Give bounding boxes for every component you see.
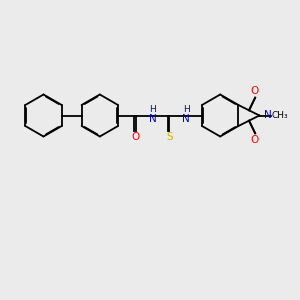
Text: N: N	[182, 114, 190, 124]
Text: N: N	[149, 114, 157, 124]
Text: N: N	[264, 110, 272, 121]
Text: H: H	[149, 105, 156, 114]
Text: O: O	[251, 85, 259, 96]
Text: H: H	[183, 105, 190, 114]
Text: O: O	[251, 135, 259, 146]
Text: CH₃: CH₃	[272, 111, 289, 120]
Text: O: O	[132, 132, 140, 142]
Text: S: S	[166, 132, 173, 142]
